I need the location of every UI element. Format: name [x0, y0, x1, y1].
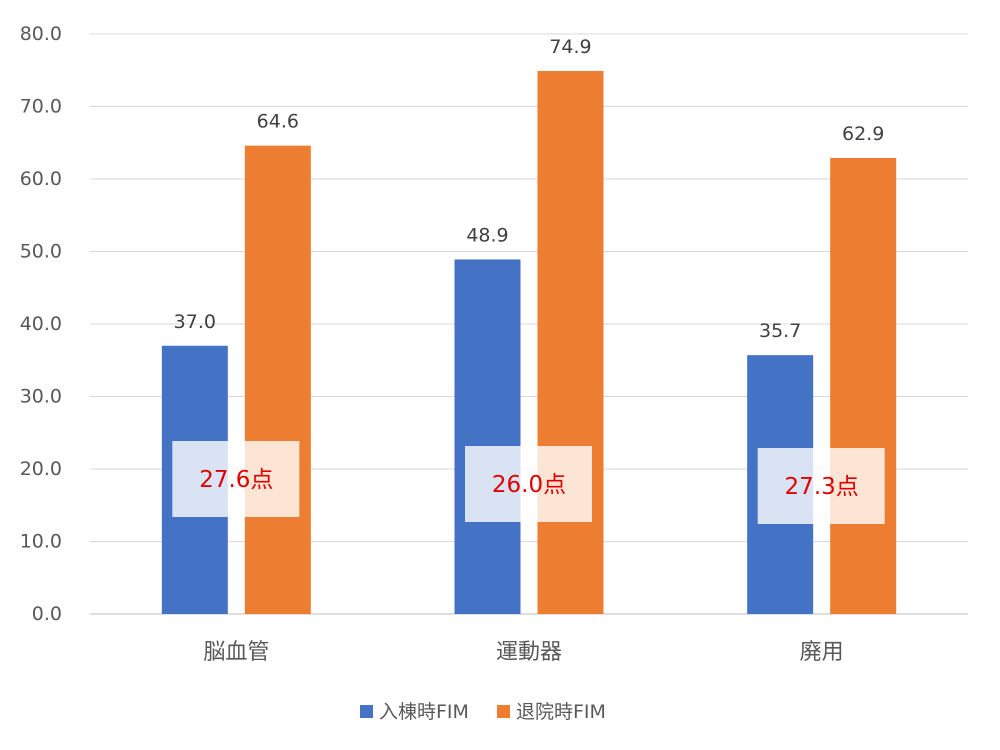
data-label: 37.0	[174, 311, 216, 333]
difference-box	[465, 446, 592, 522]
legend-swatch	[360, 705, 373, 718]
difference-box	[172, 441, 300, 517]
x-axis-categories: 脳血管 運動器 廃用	[203, 640, 843, 665]
y-tick-label: 60.0	[20, 168, 62, 190]
data-label: 62.9	[842, 123, 884, 145]
y-tick-label: 10.0	[20, 531, 62, 553]
category-label: 脳血管	[203, 640, 269, 665]
bar-admission-1	[454, 259, 521, 614]
bar-discharge-1	[537, 70, 604, 615]
bar-discharge-0	[244, 145, 311, 614]
data-label: 35.7	[759, 320, 801, 342]
difference-annotations: 27.6点 26.0点 27.3点	[172, 441, 885, 524]
data-label: 74.9	[549, 36, 591, 58]
legend-label: 入棟時FIM	[379, 701, 469, 723]
data-label: 64.6	[257, 111, 299, 133]
legend: 入棟時FIM 退院時FIM	[360, 701, 606, 723]
y-axis-ticks: 0.0 10.0 20.0 30.0 40.0 50.0 60.0 70.0 80.0	[20, 23, 62, 625]
legend-label: 退院時FIM	[516, 701, 606, 723]
difference-label: 27.3点	[785, 474, 859, 500]
y-tick-label: 30.0	[20, 386, 62, 408]
y-tick-label: 0.0	[32, 603, 62, 625]
y-tick-label: 40.0	[20, 313, 62, 335]
y-tick-label: 50.0	[20, 241, 62, 263]
y-tick-label: 70.0	[20, 96, 62, 118]
difference-label: 26.0点	[492, 472, 566, 498]
y-tick-label: 80.0	[20, 23, 62, 45]
bars	[161, 70, 897, 615]
category-label: 運動器	[496, 640, 562, 665]
difference-box	[757, 448, 885, 524]
data-label: 48.9	[466, 224, 508, 246]
y-tick-label: 20.0	[20, 458, 62, 480]
data-labels: 37.0 64.6 48.9 74.9 35.7 62.9	[174, 36, 885, 342]
category-label: 廃用	[800, 640, 844, 665]
difference-label: 27.6点	[199, 467, 273, 493]
bar-discharge-2	[830, 157, 897, 614]
legend-swatch	[497, 705, 510, 718]
